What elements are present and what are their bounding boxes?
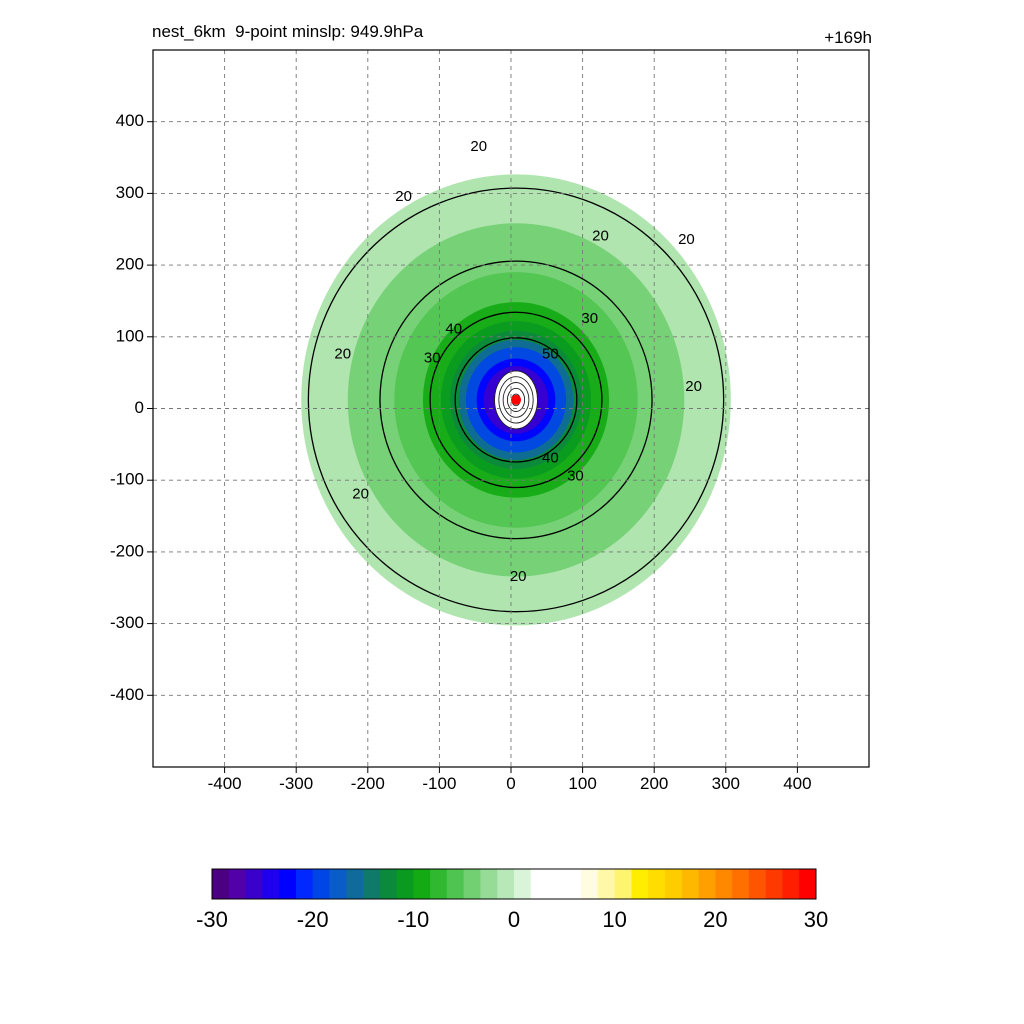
y-tick-label: -300 — [110, 613, 144, 632]
x-tick-label: 200 — [640, 774, 668, 793]
contour-lines — [307, 187, 725, 613]
colorbar-tick-label: 20 — [703, 907, 727, 932]
colorbar-swatch — [413, 869, 431, 899]
contour-label: 40 — [542, 450, 559, 467]
contour-label: 30 — [424, 349, 441, 366]
colorbar-swatch — [212, 869, 230, 899]
colorbar-swatch — [396, 869, 414, 899]
contour-label: 30 — [581, 310, 598, 327]
colorbar-swatch — [665, 869, 683, 899]
colorbar-swatch — [648, 869, 666, 899]
colorbar-swatch — [715, 869, 733, 899]
colorbar — [211, 868, 817, 900]
colorbar-swatch — [245, 869, 263, 899]
y-tick-label: 300 — [116, 183, 144, 202]
x-tick-label: 0 — [506, 774, 515, 793]
y-tick-label: 100 — [116, 326, 144, 345]
y-tick-label: -200 — [110, 541, 144, 560]
colorbar-swatch — [279, 869, 297, 899]
x-tick-label: 100 — [568, 774, 596, 793]
colorbar-tick-labels: -30 -20 -10 0 10 20 30 — [196, 907, 828, 932]
colorbar-tick-label: -10 — [397, 907, 429, 932]
eye-contour — [506, 387, 526, 412]
contour-label: 20 — [678, 231, 695, 248]
x-tick-label: 400 — [783, 774, 811, 793]
colorbar-swatch — [681, 869, 700, 899]
colorbar-swatch — [698, 869, 716, 899]
colorbar-swatch — [228, 869, 247, 899]
colorbar-swatch — [530, 869, 549, 899]
contour-label: 20 — [334, 346, 351, 363]
colorbar-swatch — [547, 869, 565, 899]
eye-contour — [498, 376, 534, 424]
contour-label: 20 — [470, 138, 487, 155]
x-axis-ticks: -400 -300 -200 -100 0 100 200 300 400 — [208, 767, 812, 793]
colorbar-tick-label: 0 — [508, 907, 520, 932]
colorbar-swatch — [799, 869, 817, 899]
contour-label: 20 — [352, 486, 369, 503]
colorbar-swatch — [514, 869, 532, 899]
colorbar-swatch — [430, 869, 448, 899]
contour-ring — [454, 337, 578, 463]
contour-label: 50 — [542, 346, 559, 363]
x-tick-label: -100 — [422, 774, 456, 793]
colorbar-tick-label: -30 — [196, 907, 228, 932]
colorbar-swatch — [597, 869, 616, 899]
colorbar-tick-label: 30 — [804, 907, 828, 932]
y-tick-label: 0 — [135, 398, 144, 417]
colorbar-swatch — [379, 869, 398, 899]
y-tick-label: 400 — [116, 111, 144, 130]
x-tick-label: -200 — [351, 774, 385, 793]
colorbar-swatch — [480, 869, 498, 899]
colorbar-swatch — [312, 869, 330, 899]
colorbar-swatch — [581, 869, 599, 899]
colorbar-swatch — [564, 869, 582, 899]
y-tick-label: -100 — [110, 470, 144, 489]
forecast-time: +169h — [824, 28, 872, 47]
colorbar-swatch — [262, 869, 280, 899]
colorbar-tick-label: 10 — [602, 907, 626, 932]
contour-label: 20 — [510, 568, 527, 585]
colorbar-swatch — [614, 869, 632, 899]
colorbar-swatch — [631, 869, 649, 899]
contour-label: 40 — [445, 321, 462, 338]
y-axis-ticks: 400 300 200 100 0 -100 -200 -300 -400 — [110, 111, 153, 704]
contour-label: 20 — [592, 227, 609, 244]
colorbar-swatch — [295, 869, 314, 899]
contour-label: 20 — [685, 378, 702, 395]
chart-title: nest_6km 9-point minslp: 949.9hPa — [152, 22, 424, 41]
contour-label: 30 — [567, 468, 584, 485]
eye-contour — [494, 370, 538, 430]
x-tick-label: -400 — [208, 774, 242, 793]
colorbar-swatch — [782, 869, 800, 899]
contour-label: 20 — [395, 188, 412, 205]
colorbar-swatch — [446, 869, 465, 899]
colorbar-swatch — [346, 869, 364, 899]
colorbar-swatch — [497, 869, 515, 899]
colorbar-swatch — [732, 869, 750, 899]
colorbar-swatch — [329, 869, 347, 899]
colorbar-swatch — [748, 869, 767, 899]
contour-ring — [429, 311, 603, 489]
colorbar-tick-label: -20 — [297, 907, 329, 932]
storm-center-marker — [511, 394, 522, 405]
x-tick-label: 300 — [712, 774, 740, 793]
colorbar-swatch — [765, 869, 783, 899]
colorbar-frame — [211, 868, 817, 900]
x-tick-label: -300 — [279, 774, 313, 793]
contour-ring — [307, 187, 725, 613]
colorbar-swatch — [463, 869, 481, 899]
y-tick-label: 200 — [116, 255, 144, 274]
contour-ring — [379, 260, 653, 540]
center-dot — [511, 394, 522, 405]
y-tick-label: -400 — [110, 685, 144, 704]
colorbar-swatch — [363, 869, 381, 899]
eye-contour — [502, 382, 530, 418]
